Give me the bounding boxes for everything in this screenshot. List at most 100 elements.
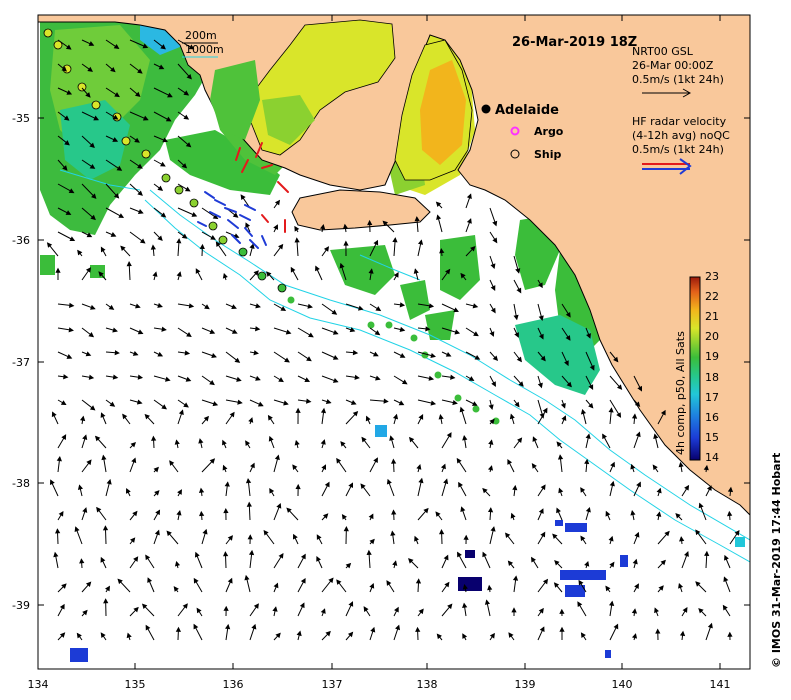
current-arrowhead: [198, 438, 204, 444]
current-arrowhead: [116, 165, 123, 171]
current-arrowhead: [181, 233, 188, 239]
current-arrowhead: [734, 530, 740, 536]
current-arrowhead: [183, 90, 190, 96]
current-arrowhead: [49, 479, 55, 485]
x-tick-label: 134: [28, 678, 49, 691]
current-arrowhead: [401, 379, 408, 385]
current-arrowhead: [320, 407, 327, 414]
current-arrowhead: [236, 376, 242, 382]
land-masses: [38, 15, 750, 516]
current-arrowhead: [89, 142, 95, 149]
current-arrowhead: [211, 353, 217, 358]
current-arrowhead: [336, 579, 342, 585]
current-arrowhead: [91, 193, 97, 199]
current-arrowhead: [332, 377, 339, 383]
y-tick-label: -36: [12, 234, 30, 247]
current-arrowhead: [417, 239, 424, 245]
current-arrowhead: [132, 510, 138, 517]
current-arrowhead: [144, 413, 150, 420]
current-arrowhead: [296, 630, 302, 637]
current-arrowhead: [698, 502, 704, 509]
svg-text:Ship: Ship: [534, 148, 562, 161]
current-arrowhead: [222, 439, 227, 446]
current-arrowhead: [654, 607, 659, 614]
current-arrowhead: [110, 232, 117, 237]
current-arrowhead: [656, 487, 662, 494]
svg-text:(4-12h avg) noQC: (4-12h avg) noQC: [632, 129, 730, 142]
current-arrowhead: [585, 506, 591, 513]
current-arrowhead: [415, 578, 422, 584]
current-arrowhead: [51, 411, 57, 418]
current-arrowhead: [331, 309, 338, 315]
current-arrowhead: [399, 326, 406, 332]
current-arrowhead: [369, 538, 375, 545]
current-arrowhead: [508, 632, 514, 638]
current-arrowhead: [684, 484, 690, 491]
current-arrowhead: [652, 464, 658, 471]
svg-text:0.5m/s (1kt 24h): 0.5m/s (1kt 24h): [632, 143, 724, 156]
current-arrowhead: [459, 406, 465, 413]
gulf-waters: [210, 19, 473, 181]
current-arrowhead: [584, 560, 590, 567]
current-arrowhead: [186, 332, 192, 337]
current-arrowhead: [678, 582, 684, 589]
current-arrowhead: [137, 329, 144, 335]
current-arrowhead: [532, 436, 538, 442]
current-arrowhead: [727, 510, 733, 517]
colorbar-gradient: [689, 276, 701, 461]
current-arrowhead: [247, 534, 253, 540]
current-arrowhead: [613, 623, 619, 630]
current-arrowhead: [580, 535, 586, 542]
current-arrowhead: [135, 303, 141, 309]
current-arrowhead: [175, 626, 181, 632]
x-tick-label: 138: [417, 678, 438, 691]
current-arrowhead: [130, 537, 136, 543]
current-arrowhead: [482, 487, 488, 494]
current-arrowhead: [100, 632, 106, 638]
current-arrowhead: [112, 137, 119, 142]
current-arrowhead: [341, 513, 347, 520]
current-arrowhead: [165, 116, 172, 122]
colorbar-tick: 15: [705, 431, 719, 444]
current-arrowhead: [274, 199, 281, 206]
current-arrowhead: [507, 459, 513, 465]
current-arrowhead: [492, 355, 499, 362]
current-arrowhead: [284, 357, 290, 363]
current-arrowhead: [294, 439, 300, 446]
current-arrowhead: [578, 579, 584, 586]
current-arrowhead: [352, 411, 359, 417]
current-arrowhead: [392, 560, 398, 566]
current-arrowhead: [231, 304, 237, 310]
current-arrowhead: [154, 529, 160, 536]
current-arrowhead: [133, 556, 139, 562]
current-arrowhead: [458, 481, 463, 488]
current-arrowhead: [509, 413, 515, 420]
current-arrowhead: [394, 606, 399, 613]
current-arrowhead: [655, 628, 661, 634]
current-arrowhead: [409, 436, 415, 443]
current-arrowhead: [514, 332, 519, 338]
current-arrowhead: [136, 399, 143, 405]
current-arrowhead: [77, 249, 83, 256]
current-arrowhead: [386, 580, 392, 586]
current-arrowhead: [223, 551, 229, 557]
current-arrowhead: [249, 243, 255, 250]
current-arrowhead: [223, 605, 229, 611]
current-arrowhead: [89, 405, 96, 411]
current-arrowhead: [513, 314, 519, 321]
current-arrowhead: [113, 44, 120, 50]
current-arrowhead: [415, 626, 421, 632]
current-arrowhead: [137, 209, 144, 214]
current-arrowhead: [368, 513, 374, 520]
current-arrowhead: [183, 114, 190, 120]
current-arrowhead: [53, 551, 59, 558]
current-arrowhead: [320, 608, 326, 614]
current-arrowhead: [321, 464, 326, 471]
current-arrowhead: [86, 232, 93, 238]
current-arrowhead: [82, 609, 88, 616]
current-arrowhead: [538, 508, 544, 514]
current-arrowhead: [634, 531, 640, 538]
current-arrowhead: [511, 607, 517, 613]
current-arrowhead: [126, 632, 132, 639]
current-arrowhead: [584, 458, 590, 465]
